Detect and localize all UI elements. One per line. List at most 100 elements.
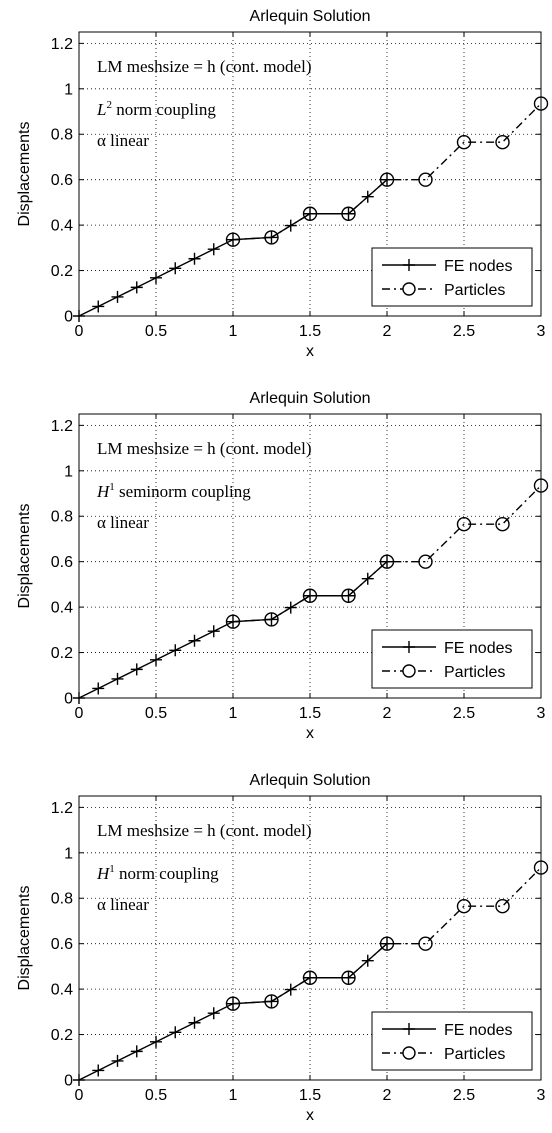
y-tick-label: 0 [64,691,73,708]
y-axis-label: Displacements [16,122,33,227]
fe-node-marker [188,252,201,265]
chart-title: Arlequin Solution [250,772,371,789]
fe-node-marker [130,281,143,294]
fe-node-marker [130,1045,143,1058]
x-tick-label: 0 [75,1087,84,1104]
y-axis-label: Displacements [16,504,33,609]
x-tick-label: 2 [383,705,392,722]
fe-node-marker [342,589,355,602]
axes-box [78,31,542,317]
x-tick-label: 0.5 [145,1087,167,1104]
particle-marker [533,96,549,111]
annotation-line-3: α linear [97,131,149,150]
particle-marker [225,232,241,247]
fe-node-marker [73,692,85,704]
x-axis-label: x [306,1107,314,1124]
legend: FE nodes Particles [371,1011,533,1071]
fe-node-marker [188,1016,201,1029]
fe-node-marker [150,653,162,666]
y-tick-label: 1 [64,845,73,862]
particle-marker [302,588,318,603]
chart-title: Arlequin Solution [250,8,371,25]
fe-node-marker [381,937,393,950]
particle-marker [456,516,472,532]
x-tick-label: 2 [383,323,392,340]
x-tick-label: 1 [229,323,238,340]
x-tick-label: 1.5 [299,1087,321,1104]
particles-line [232,103,542,241]
annotation-line-2: H1 seminorm coupling [96,481,251,501]
y-tick-label: 0.4 [51,218,73,235]
particles-line [232,867,542,1005]
fe-node-marker [381,173,393,186]
x-tick-label: 2 [383,1087,392,1104]
fe-node-marker [207,243,220,256]
legend-box [371,629,533,689]
legend-label: FE nodes [444,1022,512,1039]
fe-node-marker [92,300,105,313]
annotation-line-3: α linear [97,513,149,532]
fe-node-marker [188,634,201,647]
particle-marker [225,996,241,1011]
series-particles [225,478,549,629]
legend-marker-plus [403,641,415,653]
annotation-line-1: LM meshsize = h (cont. model) [97,821,311,840]
legend-box [371,1011,533,1071]
particle-marker [302,970,318,985]
x-tick-label: 3 [537,1087,546,1104]
particle-marker [495,516,510,532]
annotation-line-1: LM meshsize = h (cont. model) [97,57,311,76]
fe-node-marker [342,971,355,984]
y-tick-label: 0 [64,309,73,326]
x-tick-label: 1 [229,1087,238,1104]
particle-marker [264,612,279,627]
annotation-line-1: LM meshsize = h (cont. model) [97,439,311,458]
annotation-line-2: L2 norm coupling [96,99,216,119]
x-tick-label: 0 [75,323,84,340]
particle-marker [495,898,510,914]
y-tick-label: 0.8 [51,127,73,144]
coupling-symbol: L [96,100,106,119]
fe-node-marker [342,207,355,220]
legend-label: FE nodes [444,258,512,275]
x-tick-label: 0 [75,705,84,722]
particle-marker [418,554,433,569]
fe-node-marker [207,625,220,638]
y-tick-label: 0.8 [51,509,73,526]
coupling-superscript: 1 [109,481,115,493]
fe-node-marker [130,663,143,676]
particle-marker [264,994,279,1009]
y-tick-label: 0.6 [51,936,73,953]
particle-marker [456,898,472,914]
x-tick-label: 0.5 [145,705,167,722]
annotation-line-3: α linear [97,895,149,914]
annotation: LM meshsize = h (cont. model) H1 seminorm… [96,439,311,532]
y-tick-label: 1 [64,81,73,98]
y-tick-label: 0.2 [51,1027,73,1044]
legend-marker-circle [402,664,416,678]
axes-box [78,413,542,699]
coupling-symbol: H [96,482,111,501]
y-tick-label: 0.6 [51,554,73,571]
y-tick-label: 0.8 [51,891,73,908]
fe-node-marker [73,1074,85,1086]
legend: FE nodes Particles [371,629,533,689]
x-tick-label: 3 [537,705,546,722]
series-particles [225,96,549,247]
legend-marker-plus [403,259,415,271]
chart-panel-3: 0 0.5 1 1.5 2 2.5 3 0 0.2 0.4 0.6 0.8 1 1.2 Arlequin S… [16,772,549,1124]
particle-marker [456,134,472,150]
fe-node-marker [169,644,182,657]
particle-marker [418,936,433,951]
legend-marker-plus [403,1023,415,1035]
fe-node-marker [304,207,316,220]
fe-node-marker [304,971,316,984]
particle-marker [341,206,356,221]
coupling-superscript: 1 [109,863,115,875]
fe-node-marker [381,555,393,568]
y-tick-label: 0.2 [51,263,73,280]
fe-node-marker [207,1007,220,1020]
y-tick-label: 0.2 [51,645,73,662]
particle-marker [302,206,318,221]
